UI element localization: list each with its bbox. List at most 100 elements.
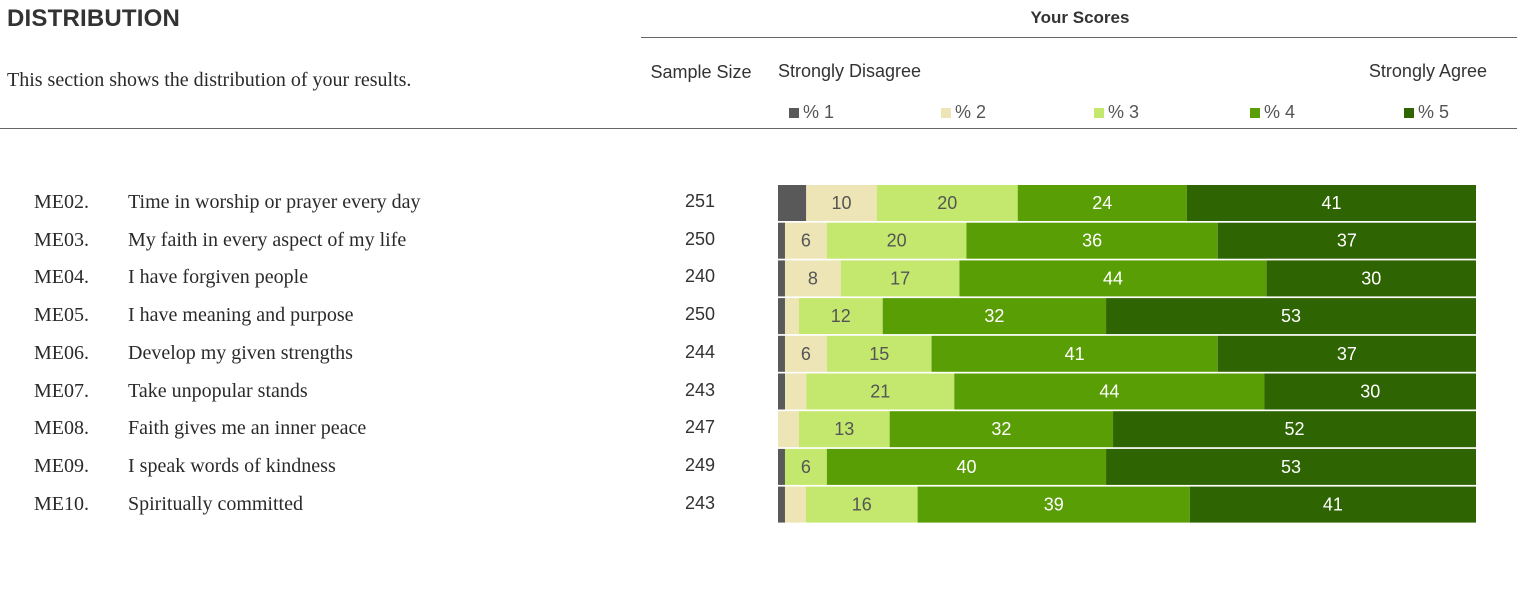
row-sample-size: 251	[684, 191, 716, 211]
row-code: ME03.	[34, 228, 89, 251]
row-sample-size: 250	[684, 304, 716, 325]
bar-segment	[778, 298, 785, 335]
row-label: My faith in every aspect of my life	[128, 228, 407, 251]
row-code: ME09.	[34, 454, 89, 477]
legend-swatch-3	[1094, 107, 1104, 118]
bar-segment	[784, 222, 827, 259]
legend-label-1: % 1	[803, 102, 835, 122]
bar-segment	[826, 335, 932, 372]
bar-segment	[882, 298, 1107, 335]
legend-label-5: % 5	[1418, 102, 1450, 122]
bar-data-label: 15	[869, 344, 889, 364]
bar-segment	[784, 298, 799, 335]
bar-data-label: 6	[801, 344, 811, 364]
bar-data-label: 44	[1099, 382, 1119, 402]
row-sample-size: 247	[684, 417, 716, 438]
bar-data-label: 6	[801, 231, 811, 251]
legend-item-2: % 2	[941, 102, 986, 123]
bar-segment	[1113, 411, 1476, 448]
row-label: Time in worship or prayer every day	[128, 191, 421, 213]
header-divider	[0, 128, 1517, 129]
legend-swatch-2	[941, 107, 951, 118]
row-sample-size: 250	[684, 228, 716, 249]
bar-segment	[1217, 335, 1476, 372]
legend-item-3: % 3	[1094, 102, 1139, 123]
row-label: Develop my given strengths	[128, 341, 353, 364]
bar-segment	[778, 260, 785, 297]
sample-size-heading: Sample Size	[650, 62, 752, 82]
bar-data-label: 24	[1092, 193, 1112, 213]
bar-data-label: 32	[991, 419, 1011, 439]
bar-segment	[778, 411, 799, 448]
bar-data-label: 44	[1103, 268, 1123, 288]
row-code: ME05.	[34, 304, 89, 327]
bar-segment	[931, 335, 1218, 372]
legend-item-1: % 1	[789, 102, 834, 123]
bar-segment	[784, 335, 827, 372]
bar-data-label: 40	[956, 457, 976, 477]
bar-segment	[917, 486, 1190, 523]
bar-segment	[1186, 185, 1476, 221]
row-code: ME07.	[34, 379, 89, 402]
bar-data-label: 32	[984, 306, 1004, 326]
legend-item-5: % 5	[1404, 102, 1449, 123]
bar-segment	[785, 373, 807, 410]
bar-segment	[784, 486, 806, 523]
bar-data-label: 21	[870, 382, 890, 402]
bar-data-label: 52	[1285, 419, 1305, 439]
bar-data-label: 41	[1065, 344, 1085, 364]
bar-data-label: 37	[1337, 231, 1357, 251]
row-code: ME04.	[34, 266, 89, 289]
row-label: I have forgiven people	[128, 266, 309, 289]
bar-segment	[778, 373, 786, 410]
bar-segment	[805, 486, 918, 523]
row-sample-size: 243	[684, 379, 716, 400]
bar-segment	[959, 260, 1267, 297]
bar-data-label: 37	[1337, 344, 1357, 364]
bar-data-label: 20	[887, 231, 907, 251]
legend-swatch-4	[1250, 107, 1260, 118]
bar-data-label: 41	[1321, 193, 1341, 213]
bar-segment	[1106, 298, 1476, 335]
bar-data-label: 13	[834, 419, 854, 439]
bar-segment	[840, 260, 960, 297]
bar-data-label: 53	[1281, 457, 1301, 477]
bar-segment	[778, 486, 785, 523]
bar-segment	[826, 222, 967, 259]
bar-segment	[1266, 260, 1476, 297]
bar-segment	[966, 222, 1218, 259]
section-description: This section shows the distribution of y…	[7, 69, 412, 91]
bar-data-label: 10	[831, 193, 851, 213]
bar-segment	[1217, 222, 1476, 259]
row-sample-size: 243	[684, 492, 716, 513]
row-label: I have meaning and purpose	[128, 304, 354, 327]
row-sample-size: 240	[684, 266, 716, 287]
bar-segment	[778, 185, 807, 221]
bar-segment	[798, 298, 883, 335]
bar-segment	[1106, 448, 1476, 485]
legend-label-3: % 3	[1108, 102, 1140, 122]
bar-data-label: 17	[890, 268, 910, 288]
bar-segment	[889, 411, 1114, 448]
legend-swatch-1	[789, 107, 799, 118]
row-label: Faith gives me an inner peace	[128, 417, 367, 440]
bar-data-label: 36	[1082, 231, 1102, 251]
scores-heading: Your Scores	[1030, 8, 1130, 27]
bar-segment	[1017, 185, 1187, 221]
bar-segment	[784, 260, 841, 297]
bar-data-label: 8	[808, 268, 818, 288]
row-sample-size: 249	[684, 454, 716, 475]
bar-data-label: 30	[1361, 268, 1381, 288]
row-code: ME08.	[34, 417, 89, 440]
bar-data-label: 41	[1323, 495, 1343, 515]
legend-swatch-5	[1404, 107, 1414, 118]
bar-segment	[778, 448, 785, 485]
header-divider-top	[641, 37, 1517, 38]
bar-segment	[1189, 486, 1476, 523]
bar-segment	[778, 335, 785, 372]
row-code: ME10.	[34, 492, 89, 515]
bar-segment	[784, 448, 827, 485]
bar-data-label: 12	[831, 306, 851, 326]
strongly-disagree-label: Strongly Disagree	[778, 61, 922, 81]
